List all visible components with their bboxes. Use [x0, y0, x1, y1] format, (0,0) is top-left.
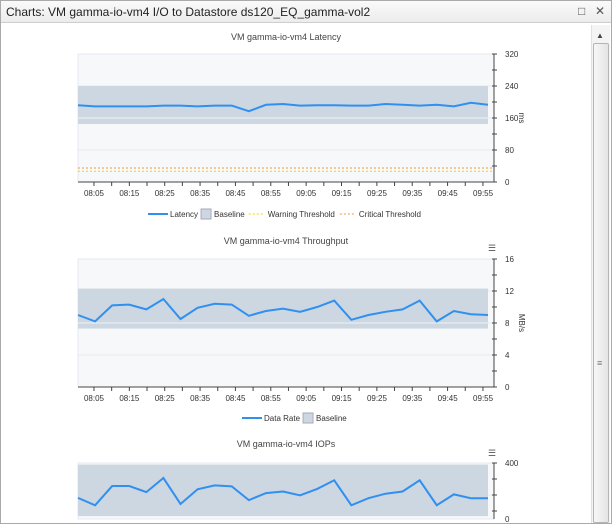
legend-baseline: Baseline — [316, 414, 347, 423]
y-tick-label: 8 — [505, 319, 510, 328]
y-tick-label: 0 — [505, 383, 510, 392]
grip-icon: ≡ — [597, 358, 603, 368]
x-tick-label: 09:05 — [296, 189, 317, 198]
x-tick-label: 08:55 — [261, 189, 282, 198]
x-tick-label: 08:55 — [261, 394, 282, 403]
title-bar[interactable]: Charts: VM gamma-io-vm4 I/O to Datastore… — [1, 1, 611, 23]
x-tick-label: 09:55 — [473, 394, 494, 403]
y-tick-label: 0 — [505, 178, 510, 187]
chart-2: VM gamma-io-vm4 IOPs ☰ 0 400 — [77, 439, 519, 523]
series-line — [77, 476, 488, 507]
x-tick-label: 09:55 — [473, 189, 494, 198]
x-tick-label: 09:15 — [332, 394, 353, 403]
window-title: Charts: VM gamma-io-vm4 I/O to Datastore… — [6, 5, 371, 19]
y-tick-label: 16 — [505, 255, 514, 264]
series-line — [77, 297, 489, 323]
y-tick-label: 80 — [505, 146, 514, 155]
x-tick-label: 09:05 — [296, 394, 317, 403]
x-tick-label: 08:35 — [190, 394, 211, 403]
legend-threshold: Critical Threshold — [359, 210, 421, 219]
chart-1: VM gamma-io-vm4 Throughput ☰ 0 4 8 12 16 MB/s 08… — [77, 236, 526, 424]
scrollbar-thumb[interactable]: ≡ — [593, 43, 609, 523]
x-tick-label: 08:45 — [225, 189, 246, 198]
x-tick-label: 09:25 — [367, 394, 388, 403]
baseline-band — [78, 464, 488, 517]
y-tick-label: 160 — [505, 114, 519, 123]
chart-menu-icon: ☰ — [488, 243, 496, 253]
y-axis-label: ms — [517, 113, 526, 124]
y-tick-label: 320 — [505, 50, 519, 59]
x-tick-label: 08:15 — [119, 394, 140, 403]
x-tick-label: 09:35 — [402, 394, 423, 403]
x-tick-label: 08:25 — [155, 189, 176, 198]
x-tick-label: 08:05 — [84, 189, 105, 198]
chart-title: VM gamma-io-vm4 Throughput — [224, 236, 349, 246]
y-tick-label: 4 — [505, 351, 510, 360]
legend-baseline: Baseline — [214, 210, 245, 219]
close-icon[interactable]: ✕ — [595, 4, 606, 18]
y-tick-label: 400 — [505, 459, 519, 468]
chart-title: VM gamma-io-vm4 Latency — [231, 32, 342, 42]
chart-0: VM gamma-io-vm4 Latency 0 80 160 240 320 ms 08:… — [77, 32, 526, 220]
legend-baseline-swatch — [302, 412, 314, 424]
x-tick-label: 08:15 — [119, 189, 140, 198]
x-tick-label: 09:15 — [332, 189, 353, 198]
x-tick-label: 08:35 — [190, 189, 211, 198]
y-tick-label: 0 — [505, 515, 510, 523]
y-tick-label: 12 — [505, 287, 514, 296]
x-tick-label: 09:45 — [438, 189, 459, 198]
maximize-icon[interactable]: □ — [578, 4, 586, 18]
x-tick-label: 09:25 — [367, 189, 388, 198]
scroll-up-arrow-icon[interactable]: ▲ — [596, 31, 604, 40]
x-tick-label: 09:45 — [438, 394, 459, 403]
legend-series: Latency — [170, 210, 198, 219]
charts-area: VM gamma-io-vm4 Latency080160240320ms08:… — [77, 32, 526, 523]
x-tick-label: 09:35 — [402, 189, 423, 198]
legend-series: Data Rate — [264, 414, 301, 423]
y-tick-label: 240 — [505, 82, 519, 91]
chart-menu-icon: ☰ — [488, 448, 496, 458]
chart-title: VM gamma-io-vm4 IOPs — [237, 439, 336, 449]
vertical-scrollbar[interactable]: ▲ ≡ — [591, 25, 610, 523]
x-tick-label: 08:25 — [155, 394, 176, 403]
legend-threshold: Warning Threshold — [268, 210, 335, 219]
x-tick-label: 08:45 — [225, 394, 246, 403]
legend-baseline-swatch — [200, 208, 212, 220]
x-tick-label: 08:05 — [84, 394, 105, 403]
series-line — [77, 101, 489, 113]
y-axis-label: MB/s — [517, 314, 526, 332]
